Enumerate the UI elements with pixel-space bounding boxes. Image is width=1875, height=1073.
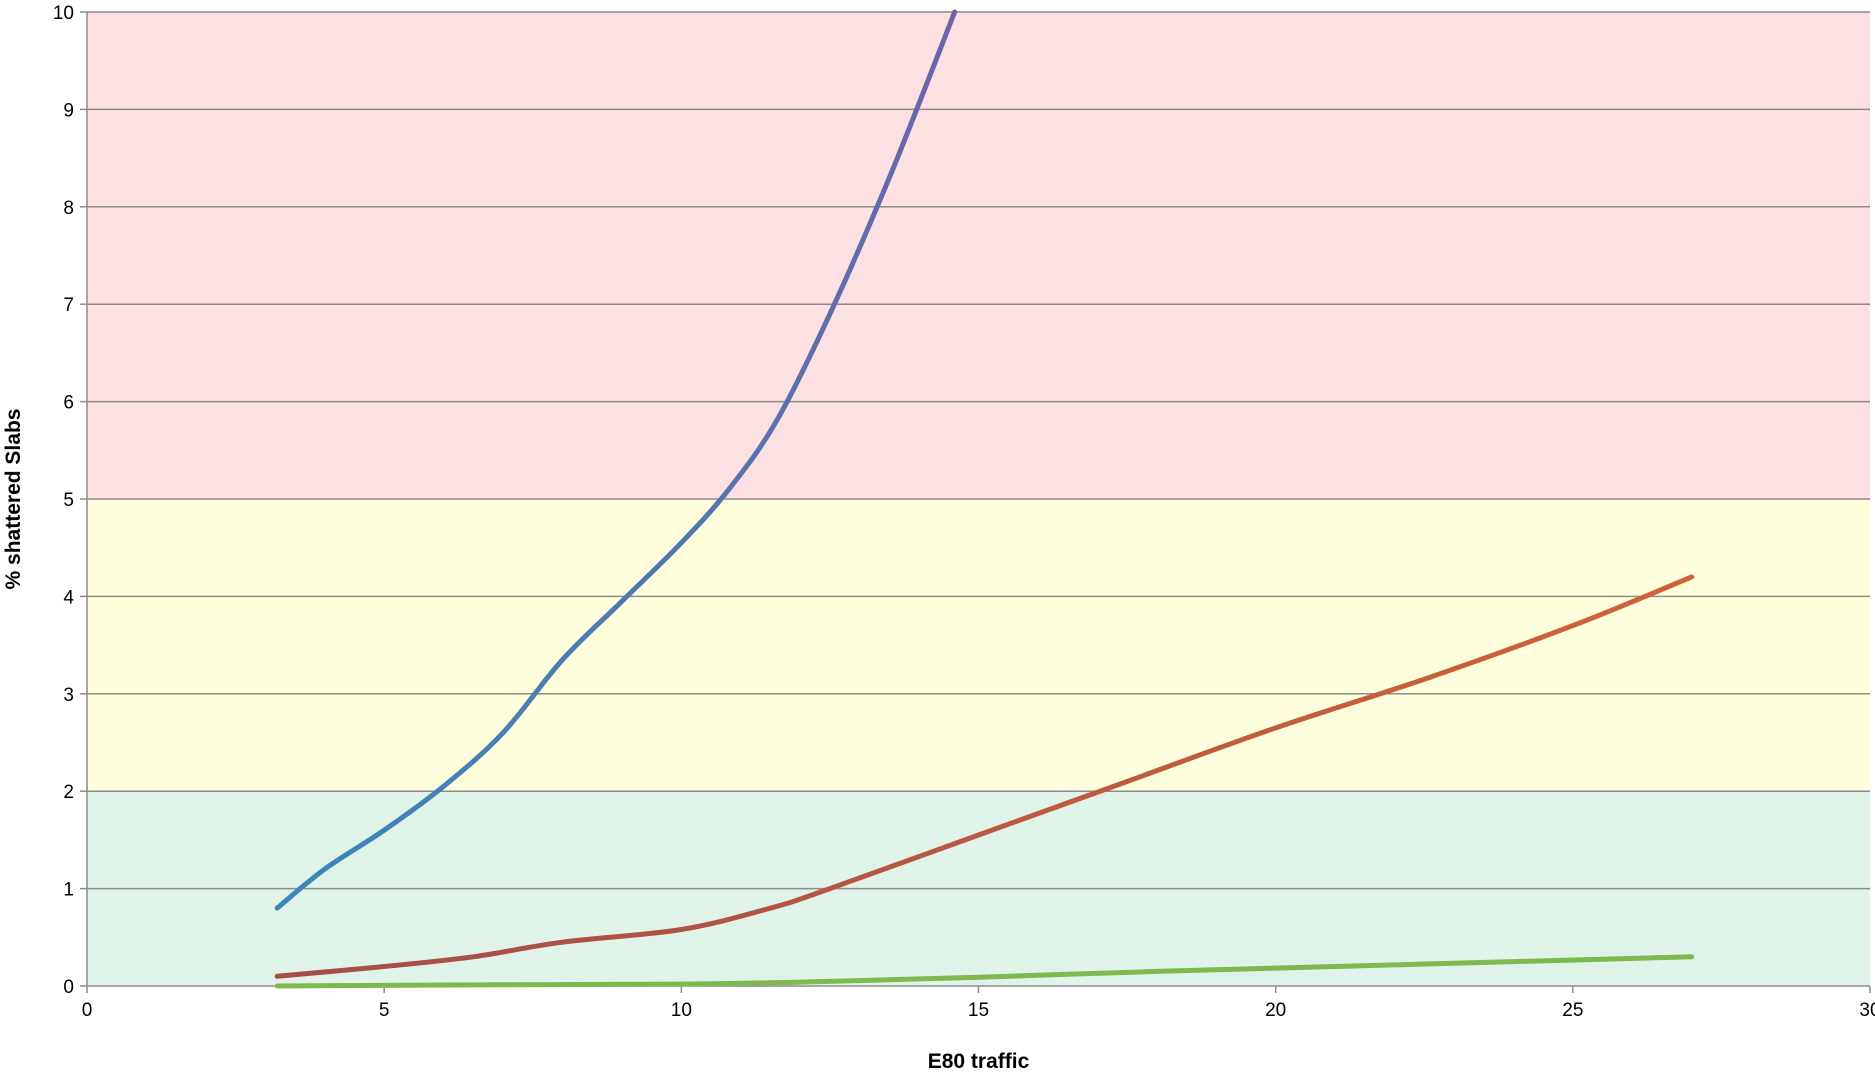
band-2 [87, 12, 1870, 499]
y-tick-label-6: 6 [63, 393, 74, 414]
y-tick-label-3: 3 [63, 685, 74, 706]
y-tick-label-8: 8 [63, 198, 74, 219]
y-axis-title: % shattered Slabs [2, 409, 25, 590]
x-axis-title: E80 traffic [928, 1050, 1030, 1073]
series-line-2 [274, 954, 1695, 989]
series-line-1 [274, 574, 1695, 979]
y-tick-label-1: 1 [63, 880, 74, 901]
data-series [274, 9, 1695, 989]
x-tick-label-10: 10 [671, 1000, 692, 1021]
band-1 [87, 499, 1870, 792]
threshold-bands [87, 12, 1870, 986]
x-tick-label-25: 25 [1562, 1000, 1583, 1021]
x-tick-label-20: 20 [1265, 1000, 1286, 1021]
y-tick-label-5: 5 [63, 490, 74, 511]
y-tick-label-2: 2 [63, 782, 74, 803]
series-line-0 [274, 9, 958, 911]
x-tick-label-30: 30 [1859, 1000, 1875, 1021]
tick-labels: 0 1 2 3 4 5 6 7 8 9 10 0 5 10 15 20 25 30 [53, 3, 1875, 1021]
y-tick-label-7: 7 [63, 295, 74, 316]
gridlines [87, 11, 1870, 890]
y-tick-label-9: 9 [63, 100, 74, 121]
x-tick-label-5: 5 [379, 1000, 390, 1021]
y-tick-label-4: 4 [63, 587, 74, 608]
y-tick-label-0: 0 [63, 977, 74, 998]
y-tick-label-10: 10 [53, 3, 74, 24]
x-tick-label-15: 15 [968, 1000, 989, 1021]
x-tick-label-0: 0 [82, 1000, 93, 1021]
